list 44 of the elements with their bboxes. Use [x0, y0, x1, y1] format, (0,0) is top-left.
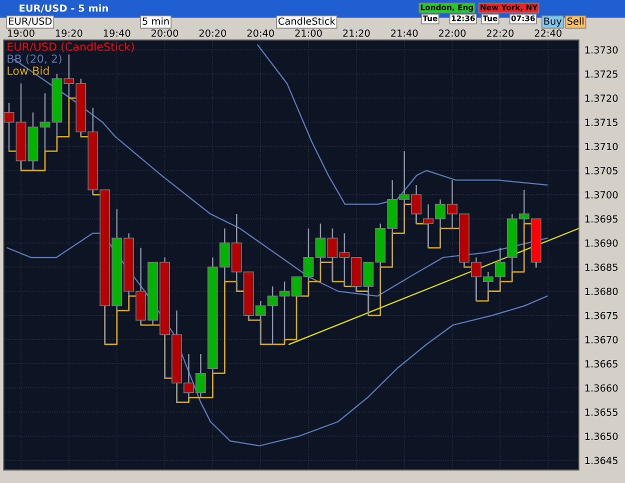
y-tick-label: 1.3720: [585, 94, 618, 102]
x-tick-label: 22:40: [534, 29, 562, 37]
x-tick-label: 21:00: [295, 29, 322, 37]
text: EUR/USD: [9, 17, 52, 26]
x-tick-label: 21:40: [391, 29, 418, 37]
y-tick-label: 1.3675: [585, 312, 618, 320]
text: Low Bid: [8, 66, 49, 75]
x-tick-label: 19:20: [56, 29, 82, 37]
chart-title: EUR/USD - 5 min: [20, 4, 108, 13]
y-tick-label: 1.3645: [585, 456, 618, 464]
y-tick-label: 1.3710: [585, 142, 618, 150]
y-tick-label: 1.3695: [585, 215, 618, 223]
x-tick-label: 20:00: [151, 29, 178, 37]
y-tick-label: 1.3660: [585, 384, 618, 392]
y-tick-label: 1.3715: [585, 118, 618, 126]
y-tick-label: 1.3665: [585, 360, 618, 368]
candlestick: [291, 276, 302, 296]
candlestick: [303, 228, 314, 282]
text: BB (20, 2): [8, 54, 62, 64]
x-tick-label: 22:00: [438, 29, 466, 37]
y-tick-label: 1.3650: [585, 432, 618, 440]
y-tick-label: 1.3670: [585, 336, 618, 344]
y-tick-label: 1.3690: [585, 239, 618, 247]
y-tick-label: 1.3725: [585, 70, 618, 78]
x-tick-label: 20:20: [199, 29, 226, 37]
candlestick: [4, 102, 14, 152]
candlestick: [315, 223, 326, 263]
text: Sell: [567, 17, 584, 25]
x-tick-label: 19:00: [8, 29, 34, 37]
y-tick-label: 1.3655: [585, 408, 618, 416]
line-series: [256, 44, 548, 205]
x-tick-label: 22:20: [486, 29, 514, 37]
x-tick-label: 19:40: [104, 29, 130, 37]
y-tick-label: 1.3685: [585, 264, 618, 271]
y-tick-label: 1.3730: [585, 46, 618, 54]
text: CandleStick: [278, 17, 336, 25]
y-tick-label: 1.3680: [585, 288, 618, 296]
x-tick-label: 20:40: [247, 29, 274, 37]
text: Buy: [544, 18, 562, 27]
text: EUR/USD (CandleStick): [8, 42, 134, 52]
text: 5 min: [142, 17, 169, 25]
x-tick-label: 21:20: [343, 29, 370, 37]
y-tick-label: 1.3705: [585, 166, 618, 174]
y-tick-label: 1.3700: [585, 191, 618, 198]
